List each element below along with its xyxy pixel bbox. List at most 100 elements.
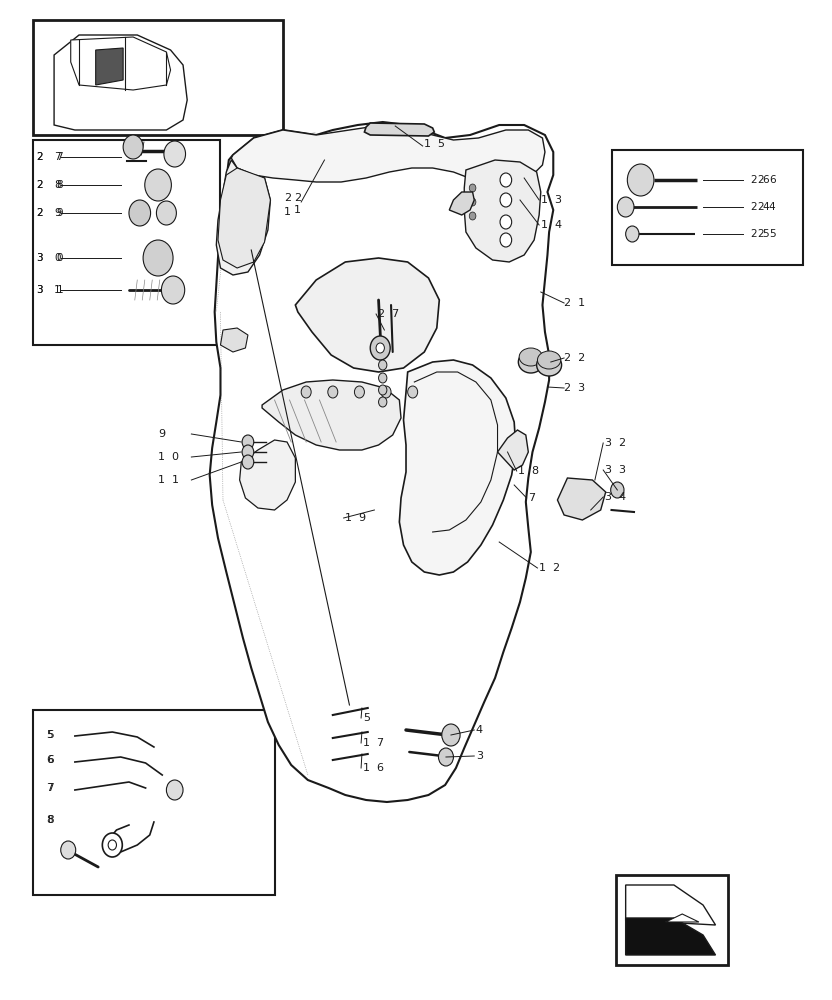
Polygon shape	[364, 123, 434, 136]
Polygon shape	[295, 258, 439, 372]
Text: 4: 4	[769, 202, 775, 212]
Circle shape	[379, 373, 387, 383]
Circle shape	[626, 226, 639, 242]
Text: 2: 2	[37, 180, 43, 190]
Text: 1  3: 1 3	[541, 195, 562, 205]
Circle shape	[381, 386, 391, 398]
Text: 3  2: 3 2	[605, 438, 626, 448]
Circle shape	[500, 215, 512, 229]
Polygon shape	[557, 478, 606, 520]
Text: 3: 3	[37, 285, 43, 295]
Circle shape	[242, 455, 254, 469]
Circle shape	[500, 193, 512, 207]
Text: 3: 3	[476, 751, 483, 761]
Text: 6: 6	[769, 175, 775, 185]
Text: 2  7: 2 7	[378, 309, 399, 319]
Polygon shape	[218, 168, 270, 268]
Text: 3  4: 3 4	[605, 492, 626, 502]
Text: 2  3: 2 3	[564, 383, 585, 393]
Circle shape	[438, 748, 453, 766]
Circle shape	[161, 276, 185, 304]
Polygon shape	[96, 48, 123, 85]
Text: 2  2: 2 2	[564, 353, 586, 363]
Text: 2: 2	[284, 193, 291, 203]
Polygon shape	[622, 882, 722, 958]
Text: 2: 2	[37, 208, 43, 218]
Text: 2: 2	[750, 175, 757, 185]
Text: 6: 6	[47, 755, 54, 765]
Circle shape	[500, 173, 512, 187]
Text: 4: 4	[762, 202, 769, 212]
Polygon shape	[399, 360, 516, 575]
Polygon shape	[498, 430, 528, 470]
Bar	[33, 710, 275, 895]
Polygon shape	[262, 380, 401, 450]
Text: 3: 3	[37, 253, 43, 263]
Text: 9: 9	[57, 208, 63, 218]
Text: 7: 7	[528, 493, 536, 503]
Text: 8: 8	[46, 815, 52, 825]
Polygon shape	[449, 192, 474, 215]
Circle shape	[469, 184, 476, 192]
Polygon shape	[71, 37, 171, 90]
Polygon shape	[231, 125, 545, 182]
Text: 7: 7	[57, 152, 63, 162]
Text: 5: 5	[46, 730, 52, 740]
Text: 8: 8	[47, 815, 54, 825]
Bar	[616, 875, 728, 965]
Text: 0: 0	[54, 253, 61, 263]
Text: 7: 7	[54, 152, 61, 162]
Circle shape	[469, 198, 476, 206]
Circle shape	[617, 197, 634, 217]
Polygon shape	[210, 122, 553, 802]
Circle shape	[102, 833, 122, 857]
Ellipse shape	[537, 351, 561, 369]
Circle shape	[156, 201, 176, 225]
Text: 8: 8	[54, 180, 61, 190]
Text: 5: 5	[47, 730, 54, 740]
Text: 2: 2	[757, 175, 764, 185]
Text: 1  9: 1 9	[345, 513, 366, 523]
Text: 3: 3	[37, 285, 43, 295]
Text: 2: 2	[37, 180, 43, 190]
Text: 7: 7	[47, 783, 54, 793]
Circle shape	[143, 240, 173, 276]
Bar	[33, 140, 220, 345]
Circle shape	[145, 169, 171, 201]
Text: 2: 2	[37, 208, 43, 218]
Circle shape	[611, 482, 624, 498]
Ellipse shape	[537, 354, 562, 376]
Text: 1  5: 1 5	[424, 139, 445, 149]
Polygon shape	[464, 160, 541, 262]
Circle shape	[354, 386, 364, 398]
Text: 3: 3	[37, 253, 43, 263]
Text: 2: 2	[757, 202, 764, 212]
Circle shape	[242, 445, 254, 459]
Bar	[612, 150, 803, 265]
Polygon shape	[626, 885, 716, 925]
Circle shape	[108, 840, 116, 850]
Text: 7: 7	[46, 783, 52, 793]
Polygon shape	[216, 160, 270, 275]
Circle shape	[469, 212, 476, 220]
Circle shape	[61, 841, 76, 859]
Text: 5: 5	[769, 229, 775, 239]
Text: 1: 1	[57, 285, 63, 295]
Circle shape	[500, 233, 512, 247]
Text: 1: 1	[54, 285, 61, 295]
Circle shape	[408, 386, 418, 398]
Text: 2: 2	[757, 229, 764, 239]
Text: 0: 0	[57, 253, 63, 263]
Circle shape	[442, 724, 460, 746]
Ellipse shape	[518, 351, 543, 373]
Circle shape	[123, 135, 143, 159]
Polygon shape	[220, 328, 248, 352]
Text: 6: 6	[762, 175, 769, 185]
Text: 5: 5	[363, 713, 369, 723]
Text: 2: 2	[37, 152, 43, 162]
Ellipse shape	[519, 348, 542, 366]
Text: 9: 9	[158, 429, 166, 439]
Circle shape	[379, 397, 387, 407]
Circle shape	[379, 360, 387, 370]
Text: 4: 4	[476, 725, 483, 735]
